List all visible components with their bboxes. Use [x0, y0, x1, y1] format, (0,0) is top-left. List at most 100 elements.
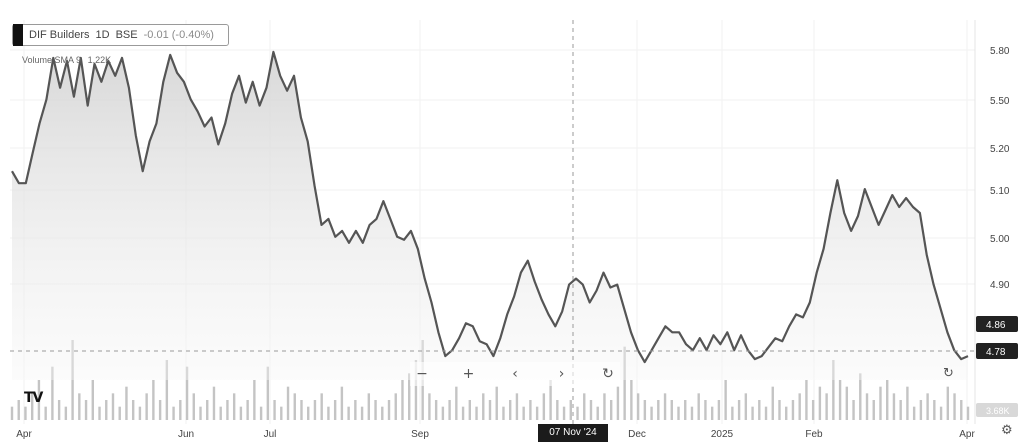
reset-chart-button[interactable]: ↻: [602, 366, 614, 382]
y-tick-label: 5.50: [990, 96, 1010, 107]
x-tick-label: Sep: [411, 429, 429, 440]
scroll-left-button[interactable]: ‹: [512, 366, 518, 382]
tradingview-logo[interactable]: TV: [24, 390, 43, 406]
volume-bar: [636, 393, 640, 420]
volume-bar: [569, 400, 572, 420]
volume-bar: [394, 393, 397, 420]
volume-bar: [232, 393, 236, 420]
volume-bar: [273, 400, 276, 420]
volume-bar: [226, 400, 229, 420]
volume-bar: [778, 400, 781, 420]
volume-bar: [906, 386, 909, 420]
volume-bar: [650, 406, 653, 420]
volume-bar: [879, 386, 882, 420]
price-tag-label: 4.86: [986, 320, 1006, 331]
chart-navigation: − + ‹ › ↻: [410, 362, 620, 386]
volume-bar: [522, 406, 525, 420]
volume-bar: [488, 400, 492, 420]
volume-bar: [30, 393, 34, 420]
volume-bar: [246, 400, 249, 420]
volume-bar: [10, 406, 14, 420]
volume-bar: [374, 400, 377, 420]
volume-bar: [643, 400, 647, 420]
volume-bar: [84, 400, 88, 420]
price-tag-label: 4.78: [986, 347, 1006, 358]
volume-bar: [771, 386, 774, 420]
volume-bar: [118, 406, 121, 420]
scroll-right-button[interactable]: ›: [558, 366, 565, 382]
volume-bar: [764, 406, 768, 420]
y-tick-label: 5.00: [990, 234, 1010, 245]
volume-bar: [805, 380, 808, 420]
volume-bar: [185, 366, 189, 420]
x-axis: Apr Jun Jul Sep Dec 2025 Feb Apr: [16, 429, 975, 440]
y-tick-label: 5.20: [990, 144, 1010, 155]
volume-indicator-name: Volume SMA 9: [22, 55, 82, 65]
volume-bar: [677, 406, 680, 420]
volume-bar: [158, 400, 162, 420]
volume-bar: [583, 393, 586, 420]
volume-bar: [737, 400, 741, 420]
volume-bar: [172, 406, 175, 420]
volume-bar: [549, 380, 552, 420]
volume-bar: [24, 406, 27, 420]
volume-bar: [838, 380, 842, 420]
x-tick-label: Jul: [264, 429, 277, 440]
volume-tag-bg: [976, 403, 1018, 417]
x-tick-label: Apr: [16, 429, 32, 440]
volume-bar: [684, 400, 687, 420]
crosshair-date-label: 07 Nov '24: [538, 424, 608, 442]
legend-flag-icon: [13, 24, 23, 46]
volume-bar: [697, 393, 700, 420]
volume-bar: [535, 406, 539, 420]
volume-bar: [886, 380, 889, 420]
volume-bar: [37, 380, 41, 420]
volume-bar: [51, 366, 54, 420]
volume-bar: [414, 360, 418, 420]
volume-bar: [206, 400, 209, 420]
volume-bar: [64, 406, 68, 420]
volume-bar: [434, 400, 438, 420]
volume-bar: [825, 393, 828, 420]
volume-bar: [556, 400, 559, 420]
price-line: [11, 50, 969, 364]
volume-bar: [529, 400, 532, 420]
volume-bar: [785, 406, 788, 420]
volume-bar: [515, 393, 519, 420]
volume-bar: [576, 406, 579, 420]
volume-bar: [138, 406, 142, 420]
volume-indicator-label[interactable]: Volume SMA 9 1.22K: [22, 55, 115, 65]
volume-bar: [152, 380, 155, 420]
zoom-out-button[interactable]: −: [416, 366, 428, 382]
volume-bar: [293, 393, 296, 420]
volume-bar: [603, 393, 606, 420]
volume-bar: [333, 400, 337, 420]
volume-bar: [899, 400, 902, 420]
volume-bar: [946, 386, 950, 420]
x-tick-label: 2025: [711, 429, 734, 440]
volume-bar: [475, 406, 478, 420]
volume-bar: [939, 406, 943, 420]
volume-bar: [926, 393, 929, 420]
volume-bar: [562, 406, 566, 420]
volume-bar: [872, 400, 875, 420]
volume-bar: [307, 406, 310, 420]
volume-bar: [360, 406, 364, 420]
volume-bar: [953, 393, 956, 420]
volume-bar: [98, 406, 101, 420]
price-area-fill: [12, 51, 968, 381]
volume-bar: [347, 406, 350, 420]
reset-scale-icon[interactable]: ↻: [943, 366, 954, 381]
zoom-in-button[interactable]: +: [462, 366, 475, 382]
settings-gear-icon[interactable]: ⚙: [1001, 423, 1013, 438]
y-tick-label: 5.80: [990, 46, 1010, 57]
volume-bar: [354, 400, 357, 420]
price-tags: 4.86 4.78 3.68K: [976, 316, 1018, 417]
volume-bar: [616, 386, 620, 420]
volume-bar: [852, 400, 855, 420]
symbol-legend[interactable]: DIF Builders 1D BSE -0.01 (-0.40%): [12, 24, 229, 46]
volume-bar: [199, 406, 202, 420]
volume-bar: [960, 400, 963, 420]
legend-symbol: DIF Builders: [29, 29, 90, 41]
